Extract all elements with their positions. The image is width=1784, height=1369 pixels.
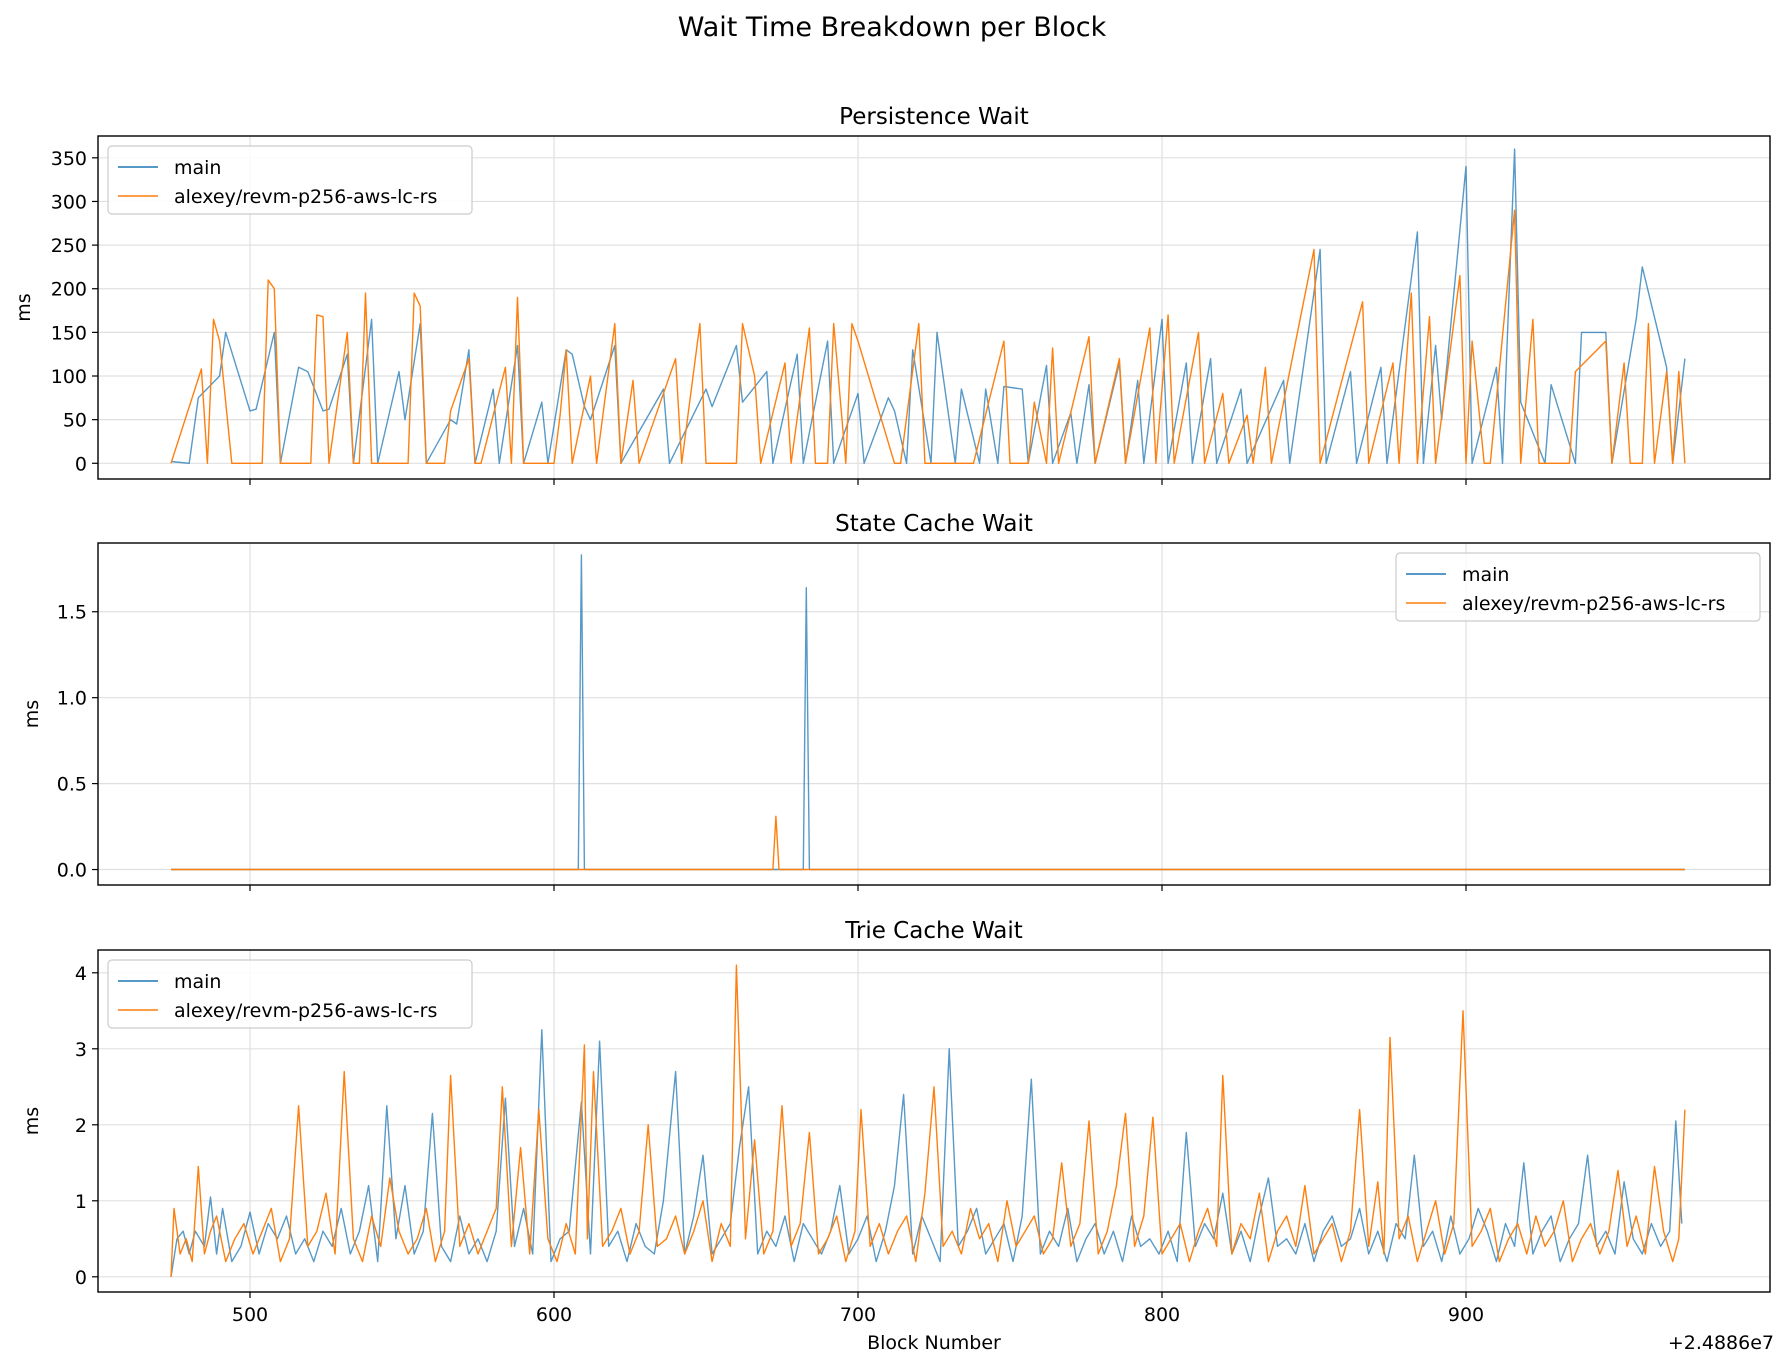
y-tick-label: 3 — [75, 1039, 87, 1061]
axes-frame — [97, 135, 1771, 480]
y-axis-label: ms — [21, 700, 43, 728]
axes-frame — [97, 542, 1771, 886]
x-tick-label: 800 — [1144, 1304, 1180, 1326]
axes-frame — [97, 949, 1771, 1293]
figure-title: Wait Time Breakdown per Block — [678, 12, 1107, 43]
y-tick-label: 200 — [51, 279, 87, 301]
x-axis-label: Block Number — [867, 1332, 1001, 1354]
y-tick-label: 250 — [51, 235, 87, 257]
x-tick-label: 900 — [1448, 1304, 1484, 1326]
panel-1: 0 50 100 150 200 250 300 350 Persistence Wait ms m… — [13, 104, 1771, 485]
legend-label: main — [1462, 564, 1509, 586]
legend-box — [1395, 552, 1761, 622]
y-tick-label: 4 — [75, 963, 87, 985]
series-line-branch — [170, 964, 1686, 1277]
y-tick-label: 350 — [51, 148, 87, 170]
y-tick-label: 2 — [75, 1115, 87, 1137]
panel-title: Persistence Wait — [839, 104, 1029, 130]
legend-label: alexey/revm-p256-aws-lc-rs — [1462, 593, 1725, 615]
legend-label: alexey/revm-p256-aws-lc-rs — [174, 186, 437, 208]
y-tick-label: 150 — [51, 322, 87, 344]
legend-label: main — [174, 971, 221, 993]
panel-3: 0 1 2 3 4 500 600 700 800 900 Trie Cache Wait ms mai… — [21, 918, 1771, 1326]
y-tick-label: 300 — [51, 191, 87, 213]
y-tick-label: 50 — [63, 410, 87, 432]
x-tick-label: 500 — [232, 1304, 268, 1326]
y-tick-label: 100 — [51, 366, 87, 388]
y-axis-label: ms — [13, 293, 35, 321]
y-tick-label: 1.5 — [57, 602, 87, 624]
panel-title: Trie Cache Wait — [844, 918, 1023, 944]
legend: main alexey/revm-p256-aws-lc-rs — [107, 145, 473, 215]
y-tick-label: 1 — [75, 1191, 87, 1213]
x-offset-label: +2.4886e7 — [1668, 1332, 1774, 1354]
panels: 0 50 100 150 200 250 300 350 Persistence Wait ms m… — [13, 104, 1771, 1326]
x-tick-label: 600 — [536, 1304, 572, 1326]
y-tick-label: 0.5 — [57, 774, 87, 796]
legend-label: main — [174, 157, 221, 179]
x-tick-label: 700 — [840, 1304, 876, 1326]
panel-title: State Cache Wait — [835, 511, 1033, 537]
legend-box — [107, 145, 473, 215]
series-line-branch — [171, 815, 1685, 871]
y-tick-label: 0 — [75, 453, 87, 475]
y-tick-label: 0 — [75, 1267, 87, 1289]
legend: main alexey/revm-p256-aws-lc-rs — [1395, 552, 1761, 622]
series-line-main — [170, 148, 1686, 464]
series-line-branch — [170, 209, 1686, 464]
panel-2: 0.0 0.5 1.0 1.5 State Cache Wait ms main alexey… — [21, 511, 1771, 891]
y-tick-label: 1.0 — [57, 688, 87, 710]
legend: main alexey/revm-p256-aws-lc-rs — [107, 959, 473, 1029]
y-axis-label: ms — [21, 1107, 43, 1135]
legend-label: alexey/revm-p256-aws-lc-rs — [174, 1000, 437, 1022]
y-tick-label: 0.0 — [57, 860, 87, 882]
legend-box — [107, 959, 473, 1029]
